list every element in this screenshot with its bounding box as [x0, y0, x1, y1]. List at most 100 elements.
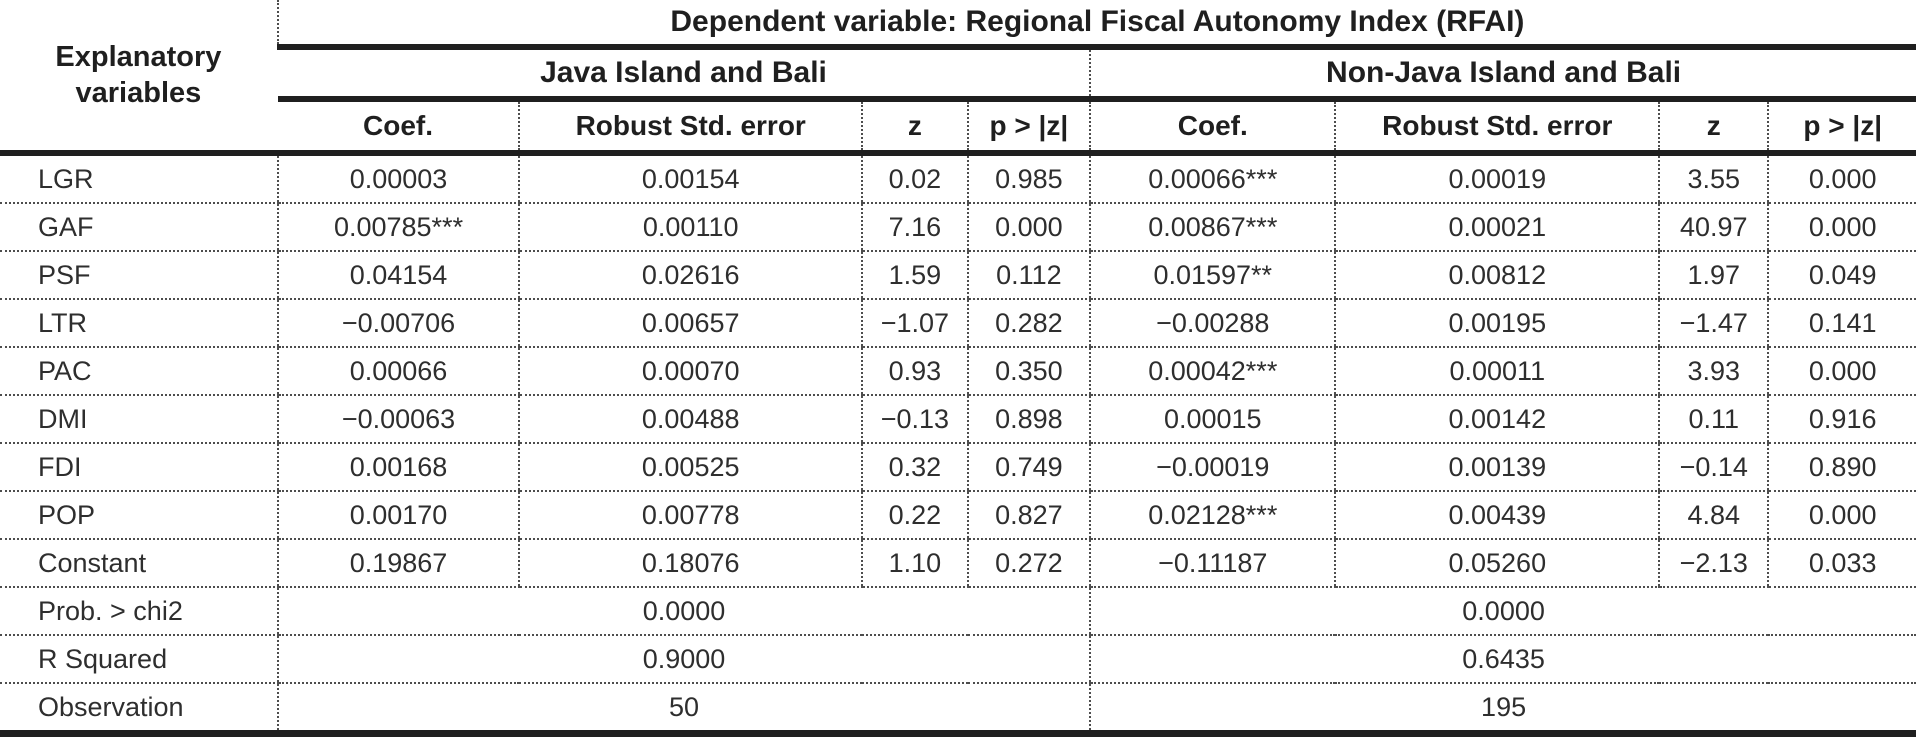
data-cell: 0.000 [1767, 203, 1916, 252]
data-cell: 0.18076 [518, 539, 863, 588]
summary-row: Prob. > chi2 0.0000 0.0000 [0, 587, 1916, 636]
col-header-stderror-java: Robust Std. error [518, 99, 863, 156]
data-cell: 0.00785*** [276, 203, 520, 252]
data-cell: 0.00070 [518, 347, 863, 396]
data-cell: 0.22 [861, 491, 968, 540]
data-cell: 0.890 [1767, 443, 1916, 492]
data-cell: 0.00019 [1334, 153, 1660, 204]
corner-header-explanatory-variables: Explanatory variables [0, 0, 278, 156]
data-cell: 0.00195 [1334, 299, 1660, 348]
data-cell: 0.00154 [518, 153, 863, 204]
data-cell: −0.00063 [276, 395, 520, 444]
table-header: Explanatory variables Dependent variable… [0, 0, 1916, 156]
variable-row-label: GAF [0, 203, 278, 252]
variable-row-label: DMI [0, 395, 278, 444]
data-cell: 0.00170 [276, 491, 520, 540]
data-cell: 0.049 [1767, 251, 1916, 300]
data-cell: 0.898 [966, 395, 1091, 444]
data-cell: 0.272 [966, 539, 1091, 588]
data-cell: 1.97 [1658, 251, 1769, 300]
variable-row: DMI −0.00063 0.00488 −0.13 0.898 0.00015 0.001… [0, 395, 1916, 444]
data-cell: 0.000 [1767, 153, 1916, 204]
summary-value: 195 [1089, 683, 1916, 737]
data-cell: 0.00867*** [1089, 203, 1336, 252]
col-header-z-nonjava: z [1658, 99, 1769, 156]
group-header-java: Java Island and Bali [277, 47, 1091, 102]
data-cell: −0.00706 [276, 299, 520, 348]
variable-row-label: LGR [0, 153, 278, 204]
data-cell: 0.19867 [276, 539, 520, 588]
data-cell: 0.93 [861, 347, 968, 396]
col-header-stderror-nonjava: Robust Std. error [1334, 99, 1660, 156]
data-cell: 0.749 [966, 443, 1091, 492]
summary-row: Observation 50 195 [0, 683, 1916, 737]
dependent-variable-header: Dependent variable: Regional Fiscal Auto… [276, 0, 1916, 50]
variable-row-label: PAC [0, 347, 278, 396]
data-cell: 1.10 [861, 539, 968, 588]
data-cell: −1.47 [1658, 299, 1769, 348]
data-cell: 4.84 [1658, 491, 1769, 540]
data-cell: 0.00021 [1334, 203, 1660, 252]
variable-row: FDI 0.00168 0.00525 0.32 0.749 −0.00019 0.0013… [0, 443, 1916, 492]
data-cell: 0.000 [966, 203, 1091, 252]
data-cell: 3.93 [1658, 347, 1769, 396]
data-cell: 0.01597** [1089, 251, 1336, 300]
data-cell: 0.00778 [518, 491, 863, 540]
variable-row: PSF 0.04154 0.02616 1.59 0.112 0.01597** 0.008… [0, 251, 1916, 300]
summary-value: 0.0000 [276, 587, 1091, 636]
data-cell: 0.033 [1767, 539, 1916, 588]
data-cell: 0.000 [1767, 347, 1916, 396]
data-cell: 0.02616 [518, 251, 863, 300]
header-row-columns: Coef. Robust Std. error z p > |z| Coef. … [0, 99, 1916, 156]
data-cell: 0.350 [966, 347, 1091, 396]
data-cell: 0.00168 [276, 443, 520, 492]
data-cell: −0.00288 [1089, 299, 1336, 348]
data-cell: 0.05260 [1334, 539, 1660, 588]
data-cell: 0.32 [861, 443, 968, 492]
data-cell: −0.11187 [1089, 539, 1336, 588]
col-header-p-java: p > |z| [966, 99, 1091, 156]
data-cell: −1.07 [861, 299, 968, 348]
data-cell: 0.00003 [276, 153, 520, 204]
summary-row-label: Prob. > chi2 [0, 587, 278, 636]
summary-row: R Squared 0.9000 0.6435 [0, 635, 1916, 684]
data-cell: 3.55 [1658, 153, 1769, 204]
variable-row: LGR 0.00003 0.00154 0.02 0.985 0.00066*** 0.00… [0, 153, 1916, 204]
summary-value: 0.6435 [1089, 635, 1916, 684]
data-cell: 0.04154 [276, 251, 520, 300]
summary-value: 50 [276, 683, 1091, 737]
data-cell: −0.14 [1658, 443, 1769, 492]
data-cell: 0.00139 [1334, 443, 1660, 492]
variable-row-label: Constant [0, 539, 278, 588]
data-cell: −0.13 [861, 395, 968, 444]
data-cell: 0.00812 [1334, 251, 1660, 300]
data-cell: 0.985 [966, 153, 1091, 204]
variable-row: PAC 0.00066 0.00070 0.93 0.350 0.00042*** 0.00… [0, 347, 1916, 396]
data-cell: 1.59 [861, 251, 968, 300]
data-cell: 0.11 [1658, 395, 1769, 444]
data-cell: 0.00439 [1334, 491, 1660, 540]
data-cell: 0.112 [966, 251, 1091, 300]
data-cell: 40.97 [1658, 203, 1769, 252]
summary-row-label: R Squared [0, 635, 278, 684]
data-cell: −2.13 [1658, 539, 1769, 588]
variable-row-label: LTR [0, 299, 278, 348]
table-body: LGR 0.00003 0.00154 0.02 0.985 0.00066*** 0.00… [0, 153, 1916, 737]
variable-row: LTR −0.00706 0.00657 −1.07 0.282 −0.00288 0.00… [0, 299, 1916, 348]
summary-row-label: Observation [0, 683, 278, 737]
data-cell: 0.282 [966, 299, 1091, 348]
col-header-p-nonjava: p > |z| [1767, 99, 1916, 156]
data-cell: 0.00110 [518, 203, 863, 252]
variable-row-label: POP [0, 491, 278, 540]
variable-row: GAF 0.00785*** 0.00110 7.16 0.000 0.00867*** 0… [0, 203, 1916, 252]
variable-row: POP 0.00170 0.00778 0.22 0.827 0.02128*** 0.00… [0, 491, 1916, 540]
data-cell: 0.000 [1767, 491, 1916, 540]
col-header-z-java: z [861, 99, 968, 156]
group-header-non-java: Non-Java Island and Bali [1089, 47, 1916, 102]
variable-row-label: FDI [0, 443, 278, 492]
data-cell: 0.00015 [1089, 395, 1336, 444]
data-cell: 0.141 [1767, 299, 1916, 348]
data-cell: 0.00142 [1334, 395, 1660, 444]
